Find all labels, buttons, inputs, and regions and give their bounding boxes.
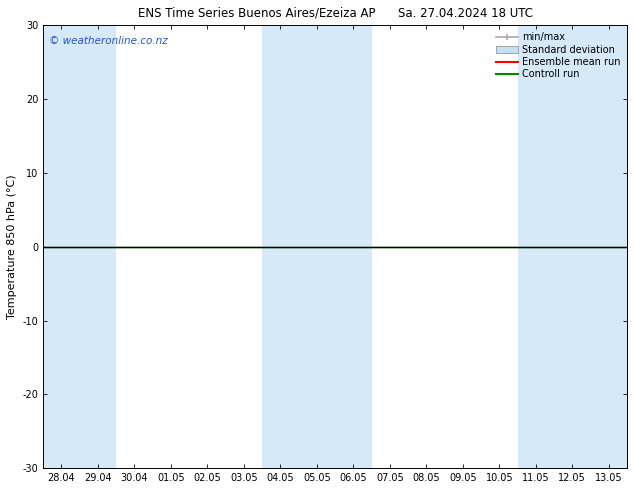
Bar xyxy=(335,25,372,468)
Bar xyxy=(43,25,80,468)
Bar xyxy=(517,25,554,468)
Title: ENS Time Series Buenos Aires/Ezeiza AP      Sa. 27.04.2024 18 UTC: ENS Time Series Buenos Aires/Ezeiza AP S… xyxy=(138,7,533,20)
Legend: min/max, Standard deviation, Ensemble mean run, Controll run: min/max, Standard deviation, Ensemble me… xyxy=(495,30,622,81)
Text: © weatheronline.co.nz: © weatheronline.co.nz xyxy=(49,36,168,47)
Bar xyxy=(590,25,627,468)
Y-axis label: Temperature 850 hPa (°C): Temperature 850 hPa (°C) xyxy=(7,174,17,319)
Bar xyxy=(299,25,335,468)
Bar xyxy=(80,25,116,468)
Bar xyxy=(262,25,299,468)
Bar xyxy=(554,25,590,468)
